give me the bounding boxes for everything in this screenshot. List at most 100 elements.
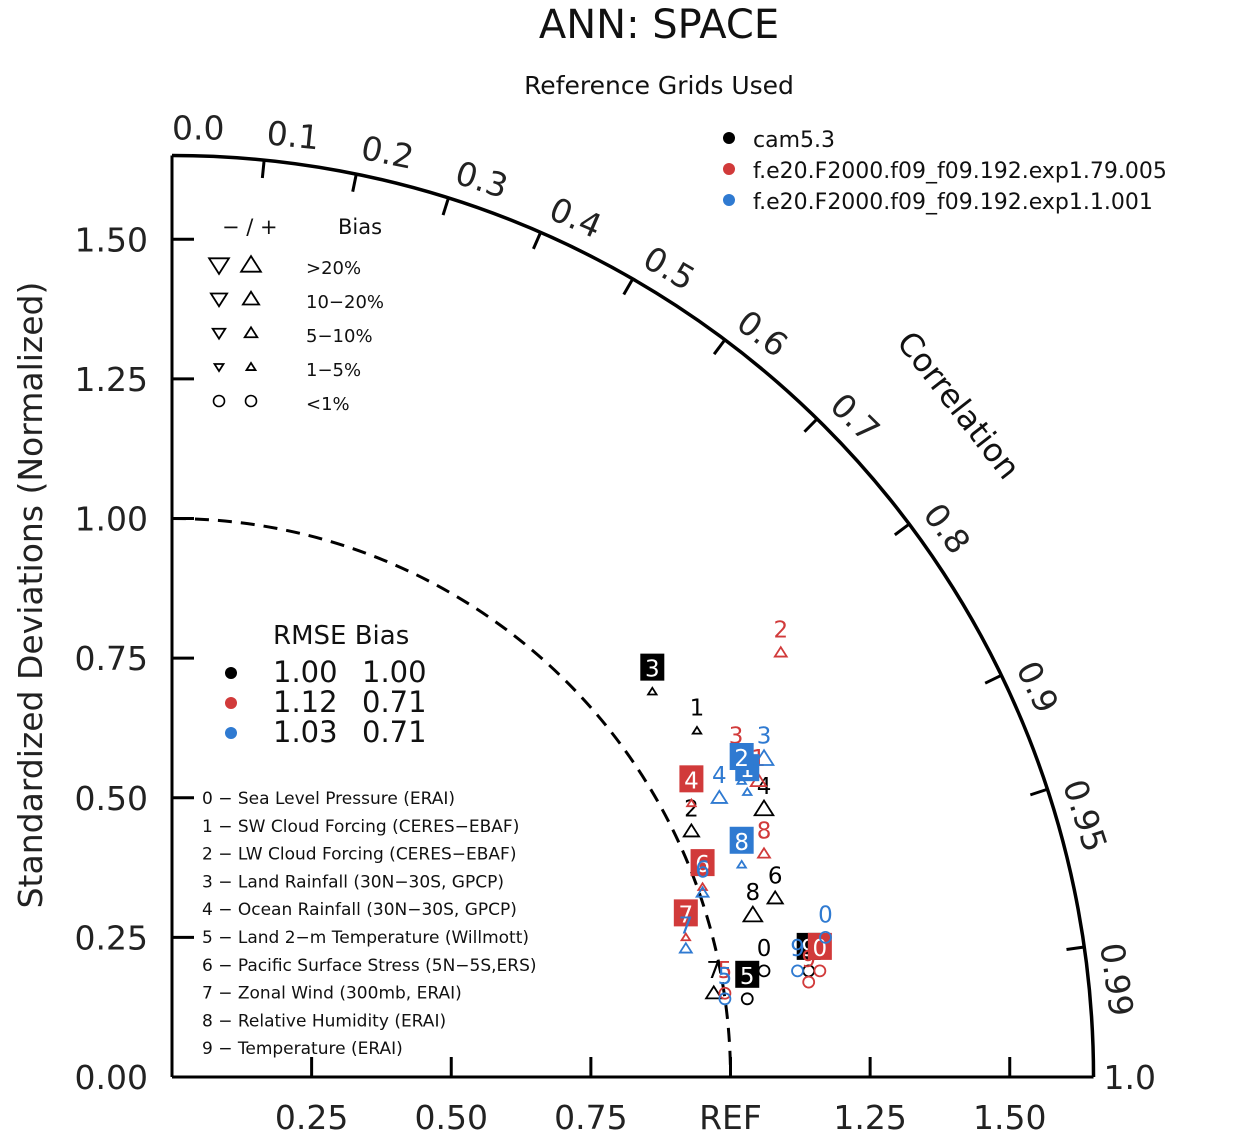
variable-legend-item: 7 − Zonal Wind (300mb, ERAI)	[202, 984, 462, 1004]
data-point-marker	[765, 889, 785, 905]
correlation-tick-label: 0.7	[823, 385, 888, 450]
correlation-tick-label: 0.1	[265, 113, 321, 157]
legend-layer: cam5.3 f.e20.F2000.f09_f09.192.exp1.79.00…	[202, 128, 1167, 1059]
series-legend-label: cam5.3	[753, 128, 835, 153]
y-tick-label: 0.50	[75, 779, 148, 818]
data-point-label: 6	[695, 858, 710, 884]
outer-arc	[171, 153, 1096, 1078]
data-point-label: 8	[746, 880, 761, 906]
data-point-marker	[718, 992, 732, 1006]
bias-legend-circle-neg	[212, 394, 226, 408]
x-tick-label: 1.50	[973, 1098, 1046, 1135]
rmse-value: 1.00	[273, 655, 338, 689]
data-point-marker	[685, 797, 698, 808]
data-point-marker	[735, 775, 748, 785]
rmse-legend-dot	[225, 667, 237, 679]
bias-legend-label: 10−20%	[306, 292, 384, 313]
correlation-tick	[712, 338, 727, 356]
data-point-label: 2	[734, 746, 749, 772]
data-point-marker	[773, 645, 789, 658]
data-point-label: 5	[718, 964, 733, 990]
data-point-label-box	[690, 849, 715, 877]
data-point-label: 1	[690, 696, 705, 722]
rmse-legend-dot	[225, 727, 237, 739]
correlation-tick	[893, 522, 911, 537]
data-point-label: 4	[684, 768, 699, 794]
data-point-marker	[753, 748, 775, 766]
correlation-tick-label: 1.0	[1104, 1058, 1156, 1097]
data-point-marker	[741, 786, 754, 796]
bias-legend-circle-pos	[244, 394, 258, 408]
correlation-tick-label: 0.5	[637, 238, 702, 298]
variable-legend-item: 1 − SW Cloud Forcing (CERES−EBAF)	[202, 817, 519, 837]
y-tick-label: 0.25	[75, 918, 148, 957]
data-point-label: 5	[718, 958, 733, 984]
data-point-label: 7	[706, 958, 721, 984]
bias-legend-label: 1−5%	[306, 360, 361, 381]
bias-legend-sign: − / +	[222, 215, 278, 239]
bias-legend-down-triangle	[211, 327, 227, 341]
data-point-label-box	[735, 960, 760, 988]
data-point-label: 5	[740, 964, 755, 990]
data-point-label: 7	[678, 902, 693, 928]
chart-title: ANN: SPACE	[539, 2, 779, 48]
series-legend-dot	[723, 194, 735, 206]
series-legend-label: f.e20.F2000.f09_f09.192.exp1.79.005	[753, 159, 1167, 184]
x-tick-label: 0.75	[554, 1098, 627, 1135]
correlation-tick-label: 0.99	[1092, 940, 1141, 1018]
bias-legend-label: 5−10%	[306, 326, 373, 347]
variable-legend-item: 4 − Ocean Rainfall (30N−30S, GPCP)	[202, 900, 517, 920]
data-point-label: 3	[645, 657, 660, 683]
correlation-tick-label: 0.2	[358, 128, 417, 177]
correlation-tick	[532, 231, 542, 250]
data-point-label-box	[673, 899, 698, 927]
data-point-label: 8	[757, 819, 772, 845]
bias-legend-label: <1%	[306, 394, 350, 415]
rmse-legend-dot	[225, 697, 237, 709]
data-point-marker	[696, 881, 709, 891]
data-point-label: 7	[678, 914, 693, 940]
correlation-tick	[441, 197, 450, 216]
y-tick-label: 1.50	[75, 220, 148, 259]
bias-legend-up-triangle	[241, 290, 261, 306]
bias-legend-down-triangle	[209, 292, 229, 308]
variable-legend-item: 5 − Land 2−m Temperature (Willmott)	[202, 928, 529, 948]
bias-legend-down-triangle	[207, 257, 231, 276]
correlation-tick	[1066, 945, 1085, 952]
series-legend-dot	[723, 163, 735, 175]
data-point-marker	[802, 975, 816, 989]
data-point-marker	[710, 789, 729, 804]
data-point-marker	[735, 859, 748, 869]
y-axis-label: Standardized Deviations (Normalized)	[11, 282, 50, 909]
data-point-label: 6	[768, 863, 783, 889]
bias-value: 0.71	[362, 685, 427, 719]
correlation-label: Correlation	[889, 324, 1028, 486]
bias-value: 0.71	[362, 715, 427, 749]
variable-legend-item: 3 − Land Rainfall (30N−30S, GPCP)	[202, 872, 504, 892]
data-point-marker	[704, 984, 724, 1000]
chart-subtitle: Reference Grids Used	[524, 71, 794, 100]
rmse-value: 1.03	[273, 715, 338, 749]
reference-std-arc	[171, 517, 732, 1078]
data-point-marker	[819, 930, 832, 944]
y-tick-label: 0.00	[75, 1058, 148, 1097]
correlation-tick	[984, 673, 1003, 685]
correlation-tick-label: 0.0	[172, 108, 224, 147]
x-tick-label: REF	[699, 1098, 762, 1135]
data-point-marker	[740, 992, 754, 1006]
data-point-label: 0	[818, 902, 833, 928]
correlation-tick-label: 0.3	[451, 153, 513, 206]
bias-legend-label: >20%	[306, 258, 361, 279]
series-legend-label: f.e20.F2000.f09_f09.192.exp1.1.001	[753, 190, 1153, 215]
data-point-label: 9	[801, 947, 816, 973]
x-tick-label: 1.25	[833, 1098, 906, 1135]
data-point-marker	[691, 725, 703, 735]
bias-legend-down-triangle	[212, 363, 226, 373]
x-tick-label: 0.25	[275, 1098, 348, 1135]
data-point-marker	[753, 798, 775, 817]
correlation-tick-label: 0.6	[730, 302, 795, 365]
data-point-marker	[646, 686, 659, 696]
data-point-marker	[741, 904, 764, 923]
y-tick-label: 0.75	[75, 639, 148, 678]
